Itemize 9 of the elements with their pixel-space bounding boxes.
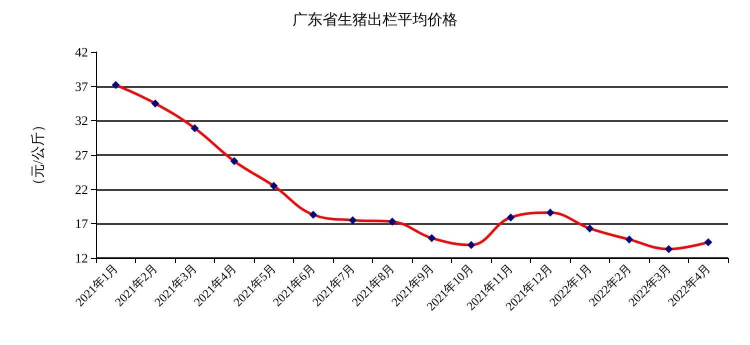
y-axis-title: （元/公斤） (30, 118, 46, 192)
y-tick-label: 22 (75, 182, 88, 197)
y-tick-label: 37 (75, 78, 88, 94)
y-tick-label: 27 (75, 148, 88, 162)
y-tick-label: 42 (75, 44, 88, 60)
chart-title: 广东省生猪出栏平均价格 (292, 12, 458, 28)
y-tick-label: 17 (75, 216, 88, 232)
y-tick-label: 32 (75, 113, 88, 128)
y-tick-label: 12 (75, 250, 88, 266)
